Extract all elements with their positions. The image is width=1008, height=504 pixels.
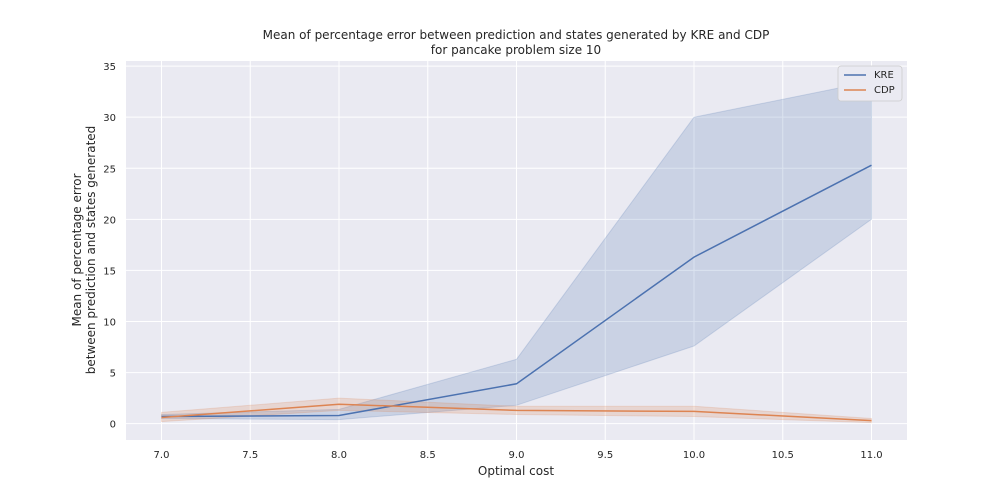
ci-band-kre — [161, 80, 872, 421]
y-tick-label: 20 — [103, 215, 116, 226]
y-tick-labels: 0 5 10 15 20 25 30 35 — [103, 62, 116, 431]
series-line-cdp — [161, 403, 872, 422]
y-tick-label: 0 — [110, 420, 116, 431]
x-tick-label: 11.0 — [860, 450, 882, 461]
y-tick-label: 5 — [110, 369, 116, 380]
series-lines — [161, 164, 872, 422]
legend-label-kre: KRE — [874, 70, 894, 81]
y-tick-label: 35 — [103, 62, 116, 73]
x-tick-label: 8.5 — [420, 450, 436, 461]
y-axis-label-line2: between prediction and states generated — [84, 126, 98, 375]
x-tick-label: 9.5 — [597, 450, 613, 461]
x-tick-label: 7.0 — [154, 450, 170, 461]
y-tick-label: 10 — [103, 317, 116, 328]
y-axis-label-line1: Mean of percentage error — [70, 173, 84, 326]
x-tick-label: 10.5 — [772, 450, 794, 461]
y-tick-label: 30 — [103, 113, 116, 124]
y-tick-label: 15 — [103, 266, 116, 277]
x-axis-label: Optimal cost — [478, 464, 554, 478]
series-line-kre — [161, 164, 872, 418]
grid-lines — [126, 61, 907, 440]
legend: KRE CDP — [837, 65, 903, 102]
x-tick-label: 7.5 — [242, 450, 258, 461]
chart-title-line2: for pancake problem size 10 — [431, 43, 601, 57]
x-tick-label: 8.0 — [331, 450, 347, 461]
chart-title-line1: Mean of percentage error between predict… — [263, 28, 770, 42]
x-tick-label: 9.0 — [509, 450, 525, 461]
x-tick-labels: 7.0 7.5 8.0 8.5 9.0 9.5 10.0 10.5 11.0 — [154, 450, 883, 461]
x-tick-label: 10.0 — [683, 450, 705, 461]
legend-label-cdp: CDP — [874, 85, 895, 96]
y-tick-label: 25 — [103, 164, 116, 175]
